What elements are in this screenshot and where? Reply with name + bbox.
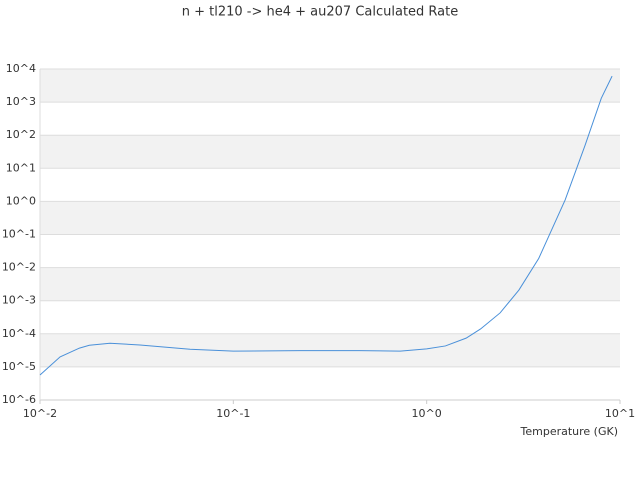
data-line xyxy=(39,75,613,376)
y-tick-label: 10^-3 xyxy=(2,294,36,307)
y-tick-label: 10^-5 xyxy=(2,360,36,373)
y-tick-label: 10^-4 xyxy=(2,327,36,340)
y-tick-label: 10^3 xyxy=(6,95,36,108)
x-tick-label: 10^0 xyxy=(412,407,442,420)
grid-band xyxy=(40,135,620,169)
y-tick-label: 10^0 xyxy=(6,194,36,207)
grid-band xyxy=(40,267,620,301)
x-axis-label: Temperature (GK) xyxy=(520,425,619,438)
y-tick-label: 10^2 xyxy=(6,128,36,141)
grid-band xyxy=(40,69,620,103)
y-tick-label: 10^-1 xyxy=(2,228,36,241)
x-tick-label: 10^1 xyxy=(605,407,635,420)
chart-title: n + tl210 -> he4 + au207 Calculated Rate xyxy=(182,5,459,20)
y-tick-label: 10^-6 xyxy=(2,393,36,406)
x-tick-label: 10^-2 xyxy=(23,407,57,420)
y-tick-label: 10^-2 xyxy=(2,261,36,274)
y-tick-label: 10^4 xyxy=(6,62,36,75)
x-tick-label: 10^-1 xyxy=(216,407,250,420)
y-tick-label: 10^1 xyxy=(6,161,36,174)
grid-band xyxy=(40,201,620,235)
plot-area xyxy=(39,68,621,404)
